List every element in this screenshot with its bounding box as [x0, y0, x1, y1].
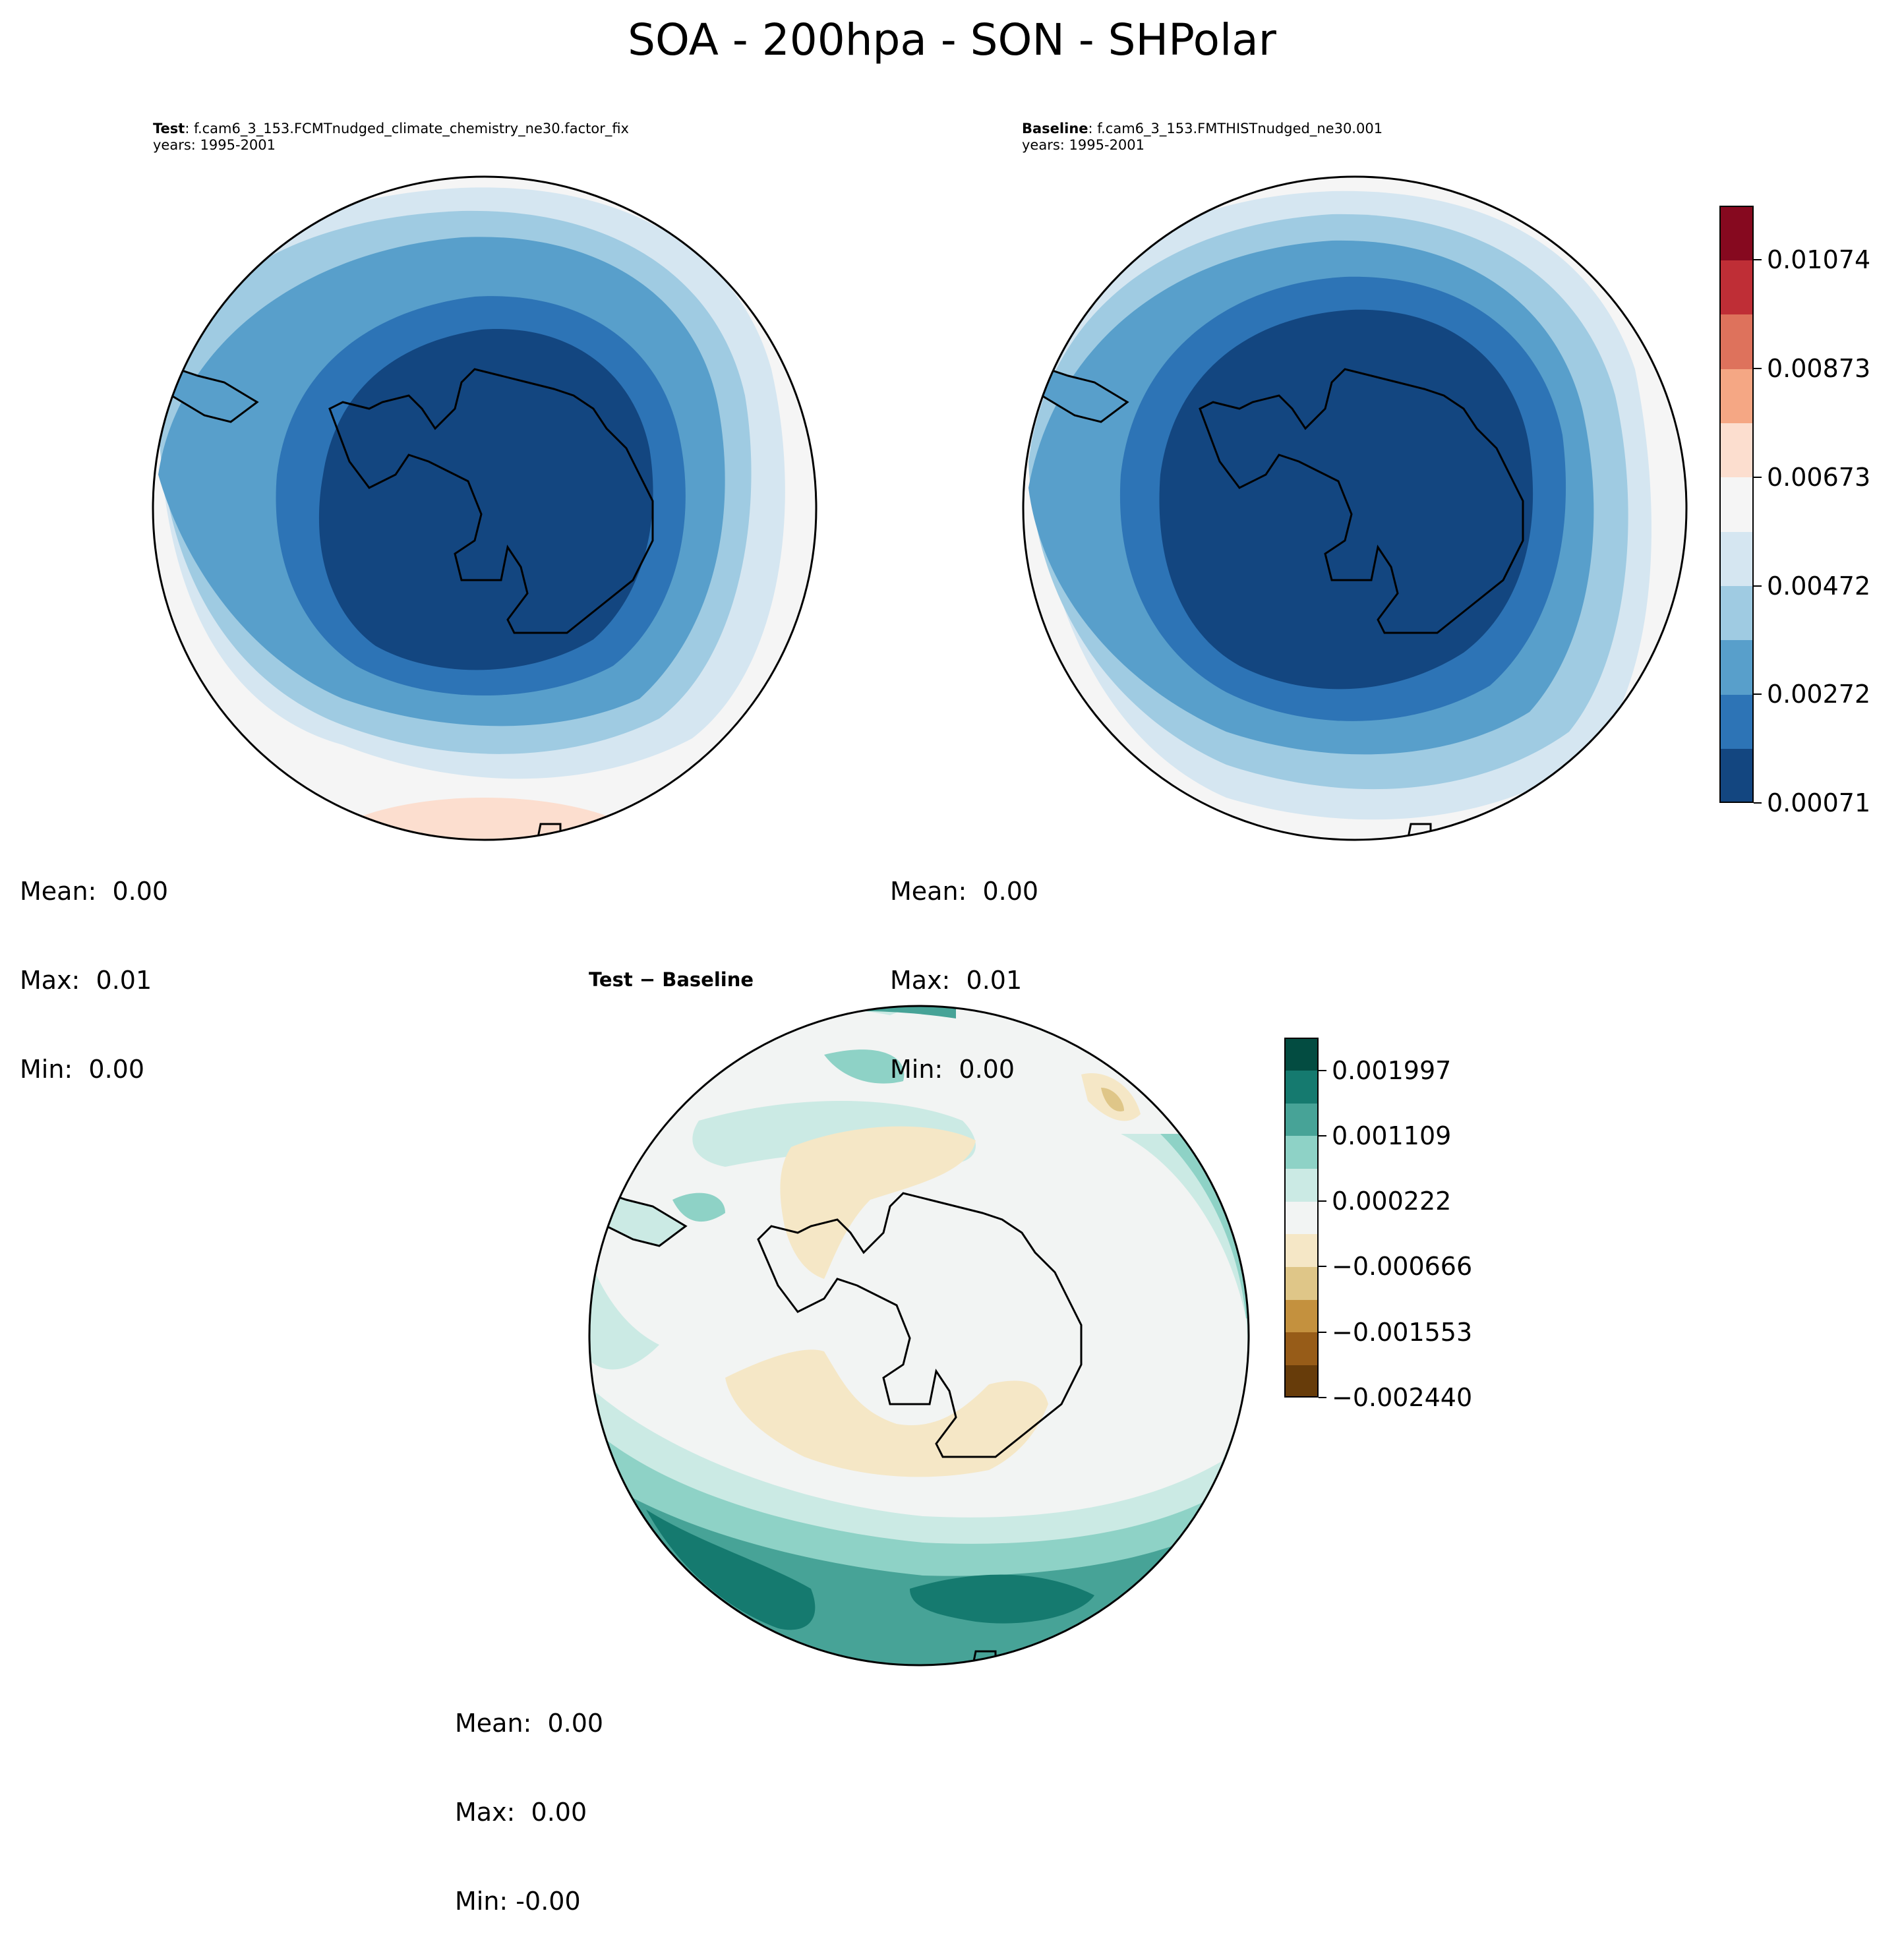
diff-lower-tan: [725, 1349, 1048, 1477]
diff-patch-teal-1: [824, 1049, 905, 1084]
main-colorbar-tick: [1754, 368, 1762, 370]
test-map: [153, 177, 816, 840]
diff-colorbar-swatch: [1284, 1038, 1319, 1071]
diff-colorbar-tick: [1319, 1397, 1326, 1398]
test-stat-mean: Mean: 0.00: [20, 877, 169, 906]
test-map-boundary: [152, 175, 818, 841]
diff-stat-max: Max: 0.00: [455, 1798, 587, 1827]
diff-colorbar-tick-label: −0.000666: [1332, 1252, 1473, 1282]
baseline-antarctica-coastline: [1199, 368, 1524, 634]
diff-patch-teal-2: [672, 1193, 725, 1222]
diff-panel-title: Test − Baseline: [589, 968, 754, 991]
diff-colorbar-swatch: [1284, 1299, 1319, 1333]
diff-colorbar-swatch: [1284, 1365, 1319, 1398]
diff-stat-min: Min: -0.00: [455, 1887, 581, 1916]
test-contour-0: [318, 329, 653, 670]
baseline-stats: Mean: 0.00 Max: 0.01 Min: 0.00: [890, 817, 1038, 1114]
main-colorbar-swatch: [1719, 531, 1754, 587]
maps-layer: [152, 175, 1688, 1666]
main-colorbar-tick-label: 0.01074: [1767, 245, 1871, 275]
main-colorbar-tick-label: 0.00272: [1767, 680, 1871, 709]
diff-colorbar-swatch: [1284, 1332, 1319, 1365]
test-years: years: 1995-2001: [153, 137, 276, 153]
baseline-case-name: : f.cam6_3_153.FMTHISTnudged_ne30.001: [1088, 121, 1383, 136]
diff-colorbar-tick-label: 0.000222: [1332, 1187, 1452, 1216]
main-colorbar-swatch: [1719, 314, 1754, 369]
baseline-stat-min: Min: 0.00: [890, 1055, 1015, 1084]
test-stat-min: Min: 0.00: [20, 1055, 144, 1084]
diff-colorbar-tick: [1319, 1266, 1326, 1268]
test-case-name: : f.cam6_3_153.FCMTnudged_climate_chemis…: [185, 121, 629, 136]
main-colorbar-swatch: [1719, 206, 1754, 260]
main-colorbar: 0.00071 0.00272 0.00472 0.00673 0.00873 0.010…: [1719, 206, 1904, 817]
test-antarctica-coastline: [328, 368, 654, 634]
diff-colorbar-swatch: [1284, 1201, 1319, 1235]
baseline-map: [1023, 177, 1686, 840]
diff-colorbar-swatch: [1284, 1135, 1319, 1169]
test-stat-max: Max: 0.01: [20, 966, 152, 995]
baseline-map-boundary: [1022, 175, 1688, 841]
main-colorbar-tick-label: 0.00472: [1767, 571, 1871, 601]
main-colorbar-tick-label: 0.00071: [1767, 788, 1871, 817]
diff-colorbar-swatch: [1284, 1103, 1319, 1136]
baseline-years: years: 1995-2001: [1022, 137, 1145, 153]
main-colorbar-swatch: [1719, 423, 1754, 478]
main-colorbar-swatch: [1719, 639, 1754, 695]
diff-colorbar-swatch: [1284, 1233, 1319, 1267]
diff-lower-dark-teal-1: [646, 1510, 816, 1630]
main-colorbar-frame: [1719, 206, 1754, 803]
baseline-label: Baseline: [1022, 121, 1088, 136]
main-colorbar-tick: [1754, 693, 1762, 695]
diff-right-tan-dark: [1101, 1088, 1124, 1111]
diff-colorbar-tick-label: −0.002440: [1332, 1383, 1473, 1412]
diff-colorbar-tick: [1319, 1331, 1326, 1333]
diff-colorbar-frame: [1284, 1038, 1319, 1398]
diff-colorbar-tick: [1319, 1069, 1326, 1071]
diff-colorbar-tick-label: 0.001109: [1332, 1121, 1452, 1150]
test-label: Test: [153, 121, 185, 136]
baseline-stat-mean: Mean: 0.00: [890, 877, 1039, 906]
diff-upper-tan: [780, 1126, 976, 1279]
main-colorbar-tick: [1754, 802, 1762, 804]
diff-stats: Mean: 0.00 Max: 0.00 Min: -0.00: [455, 1649, 603, 1946]
baseline-panel-title: Baseline: f.cam6_3_153.FMTHISTnudged_ne3…: [1022, 121, 1383, 154]
main-colorbar-swatch: [1719, 694, 1754, 750]
diff-colorbar-swatch: [1284, 1168, 1319, 1202]
main-colorbar-tick: [1754, 259, 1762, 261]
main-colorbar-swatch: [1719, 260, 1754, 315]
main-colorbar-tick: [1754, 476, 1762, 478]
main-colorbar-tick-label: 0.00873: [1767, 354, 1871, 384]
main-colorbar-swatch: [1719, 477, 1754, 532]
diff-map-boundary: [588, 1005, 1250, 1666]
main-colorbar-tick: [1754, 585, 1762, 587]
diff-colorbar-swatch: [1284, 1266, 1319, 1300]
diff-colorbar-tick-label: 0.001997: [1332, 1055, 1452, 1085]
diff-colorbar-tick: [1319, 1200, 1326, 1202]
diff-left-light-teal: [589, 1253, 659, 1370]
diff-stat-mean: Mean: 0.00: [455, 1709, 604, 1738]
diff-colorbar: −0.002440 −0.001553 −0.000666 0.000222 0.001…: [1284, 1038, 1508, 1412]
test-stats: Mean: 0.00 Max: 0.01 Min: 0.00: [20, 817, 168, 1114]
figure-title: SOA - 200hpa - SON - SHPolar: [628, 15, 1276, 65]
diff-colorbar-tick-label: −0.001553: [1332, 1317, 1473, 1347]
main-colorbar-swatch: [1719, 748, 1754, 804]
diff-antarctica-coastline: [757, 1192, 1083, 1458]
main-colorbar-tick-label: 0.00673: [1767, 462, 1871, 492]
main-colorbar-swatch: [1719, 369, 1754, 423]
baseline-stat-max: Max: 0.01: [890, 966, 1023, 995]
diff-colorbar-tick: [1319, 1135, 1326, 1136]
test-panel-title: Test: f.cam6_3_153.FCMTnudged_climate_ch…: [153, 121, 629, 154]
diff-colorbar-swatch: [1284, 1070, 1319, 1104]
test-band-light-orange: [300, 798, 669, 840]
main-colorbar-swatch: [1719, 585, 1754, 641]
diff-lower-dark-teal-2: [910, 1574, 1094, 1624]
